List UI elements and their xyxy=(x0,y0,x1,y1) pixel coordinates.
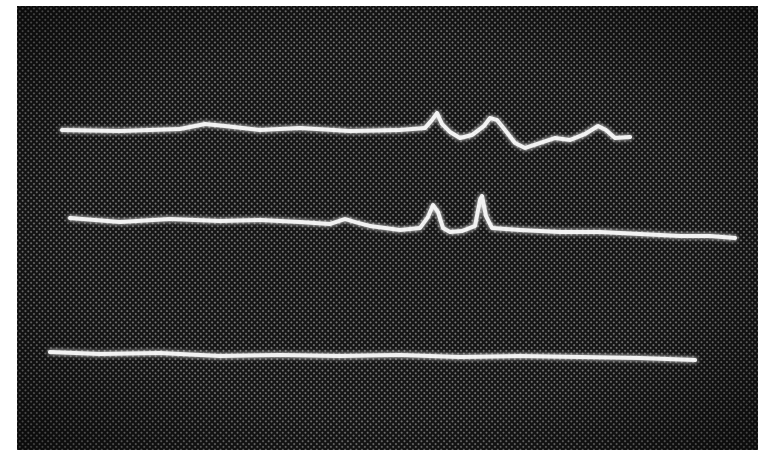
oscilloscope-photo xyxy=(0,0,770,458)
